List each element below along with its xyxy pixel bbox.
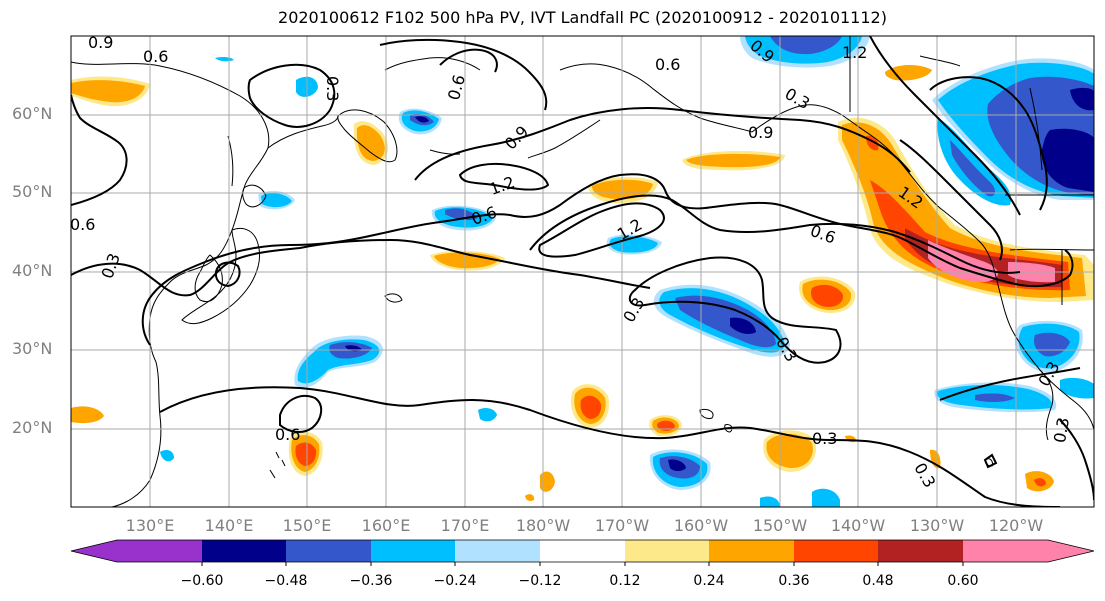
contour-1.2-b — [458, 162, 550, 191]
colorbar-tick-label: −0.48 — [264, 573, 308, 589]
contour-0.3-small-loop — [279, 395, 323, 433]
colorbar-tick-label: 0.24 — [693, 573, 725, 589]
lon-label: 160°E — [361, 516, 411, 535]
coast-hokkaido — [242, 184, 267, 208]
contour-label: 0.6 — [655, 55, 680, 74]
colorbar-tick-label: 0.60 — [947, 573, 979, 589]
colorbar-extend-low — [71, 540, 117, 562]
contour-0.6-kamchatka — [439, 48, 498, 73]
contour-0.3-south — [159, 386, 1061, 507]
colorbar-tick-label: 0.12 — [609, 573, 641, 589]
land-border-2 — [919, 55, 961, 67]
contour-0.6-big — [141, 173, 1074, 346]
coast-aleutians — [527, 119, 601, 159]
colorbar-segment — [117, 540, 202, 562]
contour-0.3-central-loop — [628, 256, 842, 364]
colorbar-segment — [709, 540, 794, 562]
coast-pacific-islands — [384, 293, 403, 303]
shade-485-415 — [478, 407, 497, 422]
colorbar-segment — [202, 540, 287, 562]
lon-label: 140°W — [830, 516, 886, 535]
coast-east-asia — [71, 61, 270, 507]
map-frame — [70, 35, 1095, 508]
lon-label: 150°E — [282, 516, 332, 535]
colorbar-tick-label: −0.24 — [433, 573, 477, 589]
contour-0.3-se — [1059, 419, 1094, 501]
land-border-6 — [1029, 87, 1043, 171]
colorbar-tick-label: −0.36 — [349, 573, 393, 589]
lon-label: 170°E — [440, 516, 490, 535]
coast-alaska-west — [559, 63, 753, 133]
lon-label: 170°W — [594, 516, 650, 535]
contour-0.6-west — [71, 94, 128, 206]
shade-825-500 — [812, 488, 840, 507]
contour-label: 0.3 — [1050, 416, 1073, 444]
map-area — [71, 36, 1094, 507]
lat-label: 40°N — [12, 261, 53, 280]
shade-85-415 — [71, 406, 104, 424]
coast-kamchatka — [337, 109, 398, 163]
grid-lines — [71, 36, 1094, 507]
colorbar-segment — [540, 540, 625, 562]
colorbar-tick-label: −0.60 — [180, 573, 224, 589]
contour-0.3-diamond — [983, 453, 998, 469]
coast-korea — [194, 254, 223, 303]
shade-westcoast-orange — [842, 122, 1086, 298]
colorbar — [70, 539, 1095, 566]
lon-label: 140°E — [204, 516, 254, 535]
contour-0.6-north — [379, 38, 548, 111]
lat-label: 60°N — [12, 104, 53, 123]
contour-0.3-circle — [214, 261, 241, 288]
figure-title: 2020100612 F102 500 hPa PV, IVT Landfall… — [278, 8, 887, 27]
shade-545-483 — [540, 471, 555, 492]
contour-label: 0.6 — [275, 425, 300, 444]
contour-label: 0.3 — [812, 429, 837, 448]
colorbar-segment — [794, 540, 879, 562]
colorbar-segment — [286, 540, 371, 562]
colorbar-tick-label: −0.12 — [518, 573, 562, 589]
colorbar-segment — [963, 540, 1048, 562]
contour-label: 1.2 — [842, 43, 867, 62]
lat-label: 50°N — [12, 182, 53, 201]
coast-chukotka — [384, 57, 481, 71]
contour-label: 0.3 — [323, 76, 342, 101]
contour-0.6-loop — [247, 63, 336, 128]
coast-okhotsk — [267, 115, 339, 149]
contour-0.9-ne — [899, 139, 1003, 261]
contour-0.3-ne — [869, 36, 1021, 216]
contour-label: 0.6 — [70, 215, 95, 234]
lon-label: 160°W — [673, 516, 729, 535]
colorbar-segment — [625, 540, 710, 562]
colorbar-tick-label: 0.48 — [862, 573, 894, 589]
contour-1.2-a — [538, 202, 665, 258]
contour-0.6-inner — [529, 194, 1021, 274]
lon-label: 150°W — [752, 516, 808, 535]
colorbar-segment — [371, 540, 456, 562]
colorbar-extend-high — [1048, 540, 1094, 562]
colorbar-segment — [455, 540, 540, 562]
lat-label: 30°N — [12, 339, 53, 358]
coast-mexico — [1039, 369, 1054, 441]
colorbar-outline — [70, 539, 1095, 563]
positive-shading — [71, 65, 1094, 501]
contour-0.3-east — [939, 367, 1081, 401]
coastlines — [71, 36, 1094, 507]
lon-label: 120°W — [988, 516, 1044, 535]
contour-label: 0.6 — [143, 47, 168, 66]
pv-contours — [71, 36, 1094, 507]
contour-1.2-ne — [929, 76, 1048, 211]
shade-bc-coast — [937, 118, 1011, 206]
contour-label: 0.9 — [88, 33, 113, 52]
lon-label: 130°W — [909, 516, 965, 535]
colorbar-segment — [878, 540, 963, 562]
lat-label: 20°N — [12, 418, 53, 437]
lon-label: 180°W — [515, 516, 571, 535]
colorbar-tick-label: 0.36 — [778, 573, 810, 589]
contour-0.9 — [414, 107, 911, 181]
contour-label: 0.9 — [748, 123, 773, 142]
lon-label: 130°E — [125, 516, 175, 535]
